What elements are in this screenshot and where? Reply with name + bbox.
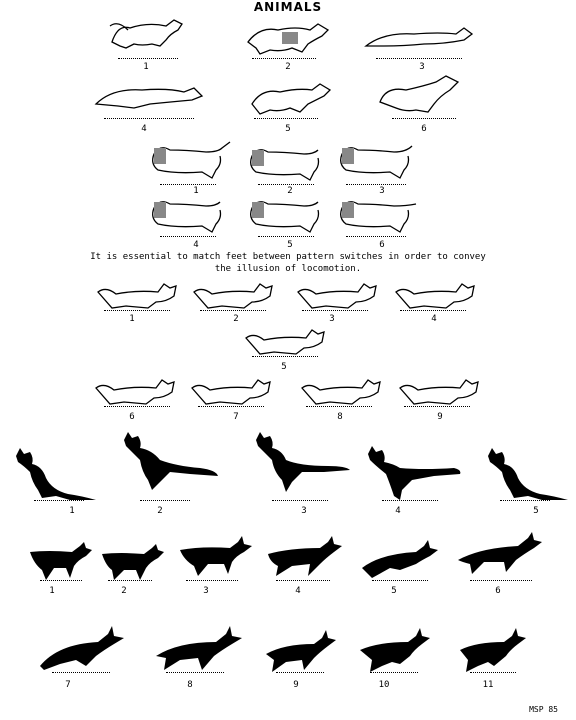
puppy-frame (244, 194, 330, 236)
cat-frame (244, 326, 328, 356)
cat-frame-label: 4 (431, 314, 437, 324)
dog-frame (246, 78, 336, 118)
kangaroo-frame (252, 432, 352, 494)
puppy-frame-label: 1 (193, 186, 199, 196)
puppy-frame-label: 5 (287, 240, 293, 250)
deer-frame-label: 3 (203, 586, 209, 596)
cat-frame (94, 376, 178, 406)
caption-line-2: the illusion of locomotion. (214, 264, 362, 274)
deer-frame (458, 628, 534, 674)
deer-frame (178, 536, 254, 580)
dog-frame-label: 4 (141, 124, 147, 134)
deer-frame-label: 4 (295, 586, 301, 596)
cat-frame-label: 1 (129, 314, 135, 324)
cat-frame (96, 280, 180, 310)
dog-frame-label: 2 (285, 62, 291, 72)
puppy-frame (146, 194, 232, 236)
cat-frame (190, 376, 274, 406)
deer-frame (100, 544, 166, 584)
kangaroo-frame (12, 446, 98, 502)
signature: MSP 85 (529, 705, 558, 714)
cat-frame (300, 376, 384, 406)
cat-frame-label: 5 (281, 362, 287, 372)
deer-frame-label: 6 (495, 586, 501, 596)
deer-frame (38, 626, 134, 674)
deer-frame-label: 7 (65, 680, 71, 690)
deer-frame-label: 11 (482, 680, 494, 690)
deer-frame (456, 532, 552, 576)
deer-frame (264, 630, 344, 674)
kangaroo-frame-label: 3 (301, 506, 307, 516)
puppy-frame (146, 140, 236, 184)
cat-frame (296, 280, 380, 310)
dog-frame-label: 1 (143, 62, 149, 72)
deer-frame-label: 2 (121, 586, 127, 596)
kangaroo-frame (484, 446, 570, 502)
deer-frame (154, 626, 250, 674)
deer-frame (358, 628, 438, 674)
cat-frame-label: 6 (129, 412, 135, 422)
puppy-frame-label: 2 (287, 186, 293, 196)
dog-frame (94, 80, 204, 114)
cat-frame-label: 9 (437, 412, 443, 422)
puppy-frame-label: 4 (193, 240, 199, 250)
kangaroo-frame-label: 1 (69, 506, 75, 516)
kangaroo-frame (364, 444, 464, 500)
puppy-frame-label: 6 (379, 240, 385, 250)
puppy-frame (334, 140, 424, 184)
deer-frame-label: 10 (378, 680, 390, 690)
kangaroo-frame-label: 5 (533, 506, 539, 516)
cat-frame-label: 2 (233, 314, 239, 324)
cat-frame-label: 8 (337, 412, 343, 422)
cat-frame-label: 7 (233, 412, 239, 422)
caption-line-1: It is essential to match feet between pa… (90, 252, 486, 262)
cat-frame (394, 280, 478, 310)
page-title: ANIMALS (253, 0, 323, 14)
kangaroo-frame-label: 2 (157, 506, 163, 516)
kangaroo-frame (120, 432, 220, 492)
dog-frame-label: 5 (285, 124, 291, 134)
dog-frame-label: 6 (421, 124, 427, 134)
puppy-frame (334, 194, 424, 236)
deer-frame (360, 540, 444, 582)
dog-frame-label: 3 (419, 62, 425, 72)
cat-frame (398, 376, 482, 406)
dog-frame (108, 14, 188, 54)
deer-frame-label: 9 (293, 680, 299, 690)
dog-frame (364, 24, 474, 54)
dog-frame (376, 72, 466, 118)
deer-frame-label: 8 (187, 680, 193, 690)
deer-frame (266, 536, 346, 580)
deer-frame-label: 5 (391, 586, 397, 596)
kangaroo-frame-label: 4 (395, 506, 401, 516)
dog-frame (244, 18, 334, 58)
deer-frame-label: 1 (49, 586, 55, 596)
puppy-frame-label: 3 (379, 186, 385, 196)
cat-frame (192, 280, 276, 310)
puppy-frame (244, 142, 330, 184)
cat-frame-label: 3 (329, 314, 335, 324)
deer-frame (28, 542, 94, 582)
